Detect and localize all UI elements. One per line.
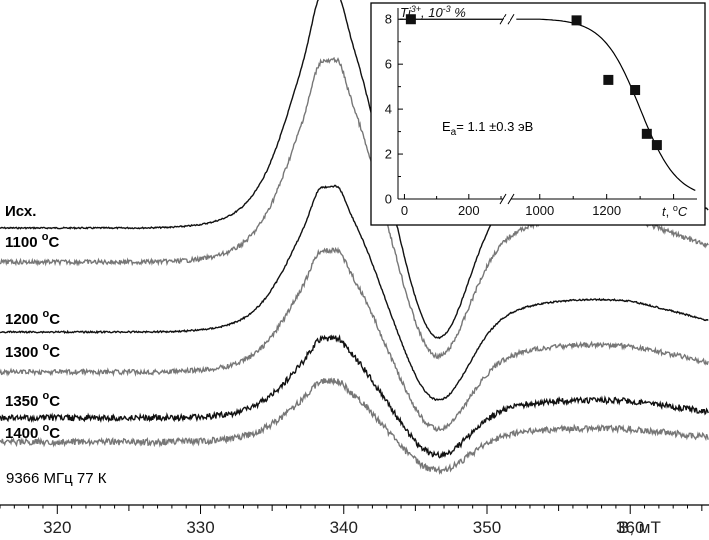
inset-plot: 0 2 4 6 8 0 200 1000 1200 Ti3+, 10-3 % t, oC Ea=… bbox=[370, 2, 706, 226]
spectrum-line-4 bbox=[0, 334, 709, 459]
inset-y-tick-1: 2 bbox=[385, 147, 392, 162]
activation-energy-annotation: Ea= 1.1 ±0.3 эВ bbox=[442, 119, 533, 138]
series-label-2: 1200 oC bbox=[5, 308, 60, 328]
spectrum-line-3 bbox=[0, 246, 709, 432]
x-tick-label-3: 350 bbox=[473, 518, 501, 537]
inset-y-tick-2: 4 bbox=[385, 102, 392, 117]
series-label-3: 1300 oC bbox=[5, 341, 60, 361]
inset-data-point-0 bbox=[405, 14, 416, 25]
spectrum-line-2 bbox=[0, 184, 709, 402]
inset-x-tick-3: 1200 bbox=[592, 203, 621, 218]
series-labels: Исх. 1100 oC 1200 oC 1300 oC 1350 oC 1400 oC bbox=[5, 203, 60, 442]
x-tick-label-4: 360 bbox=[616, 518, 644, 537]
spectra-traces bbox=[0, 0, 709, 475]
series-label-4: 1350 oC bbox=[5, 390, 60, 410]
inset-y-tick-3: 6 bbox=[385, 57, 392, 72]
inset-y-tick-4: 8 bbox=[385, 12, 392, 27]
fit-curve-right bbox=[516, 18, 696, 191]
inset-data-point-3 bbox=[630, 85, 641, 96]
x-axis-label: B, мТ bbox=[618, 518, 661, 537]
inset-x-tick-0: 0 bbox=[401, 203, 408, 218]
inset-y-axis-label: Ti3+, 10-3 % bbox=[400, 4, 466, 20]
inset-data-point-5 bbox=[651, 140, 662, 151]
inset-y-tick-0: 0 bbox=[385, 192, 392, 207]
inset-x-tick-1: 200 bbox=[458, 203, 480, 218]
inset-data-point-2 bbox=[603, 74, 614, 85]
inset-x-tick-2: 1000 bbox=[525, 203, 554, 218]
x-tick-label-1: 330 bbox=[186, 518, 214, 537]
series-label-1: 1100 oC bbox=[5, 231, 59, 251]
series-label-5: 1400 oC bbox=[5, 422, 60, 442]
x-tick-label-2: 340 bbox=[330, 518, 358, 537]
x-tick-label-0: 320 bbox=[43, 518, 71, 537]
inset-x-axis-label: t, oC bbox=[662, 203, 688, 219]
inset-data-point-4 bbox=[641, 128, 652, 139]
spectrum-line-5 bbox=[0, 377, 709, 475]
x-axis: 320 330 340 350 360 B, мТ bbox=[0, 504, 709, 537]
inset-data-point-1 bbox=[571, 15, 582, 26]
measurement-conditions: 9366 МГц 77 К bbox=[6, 470, 107, 487]
series-label-0: Исх. bbox=[5, 203, 36, 220]
